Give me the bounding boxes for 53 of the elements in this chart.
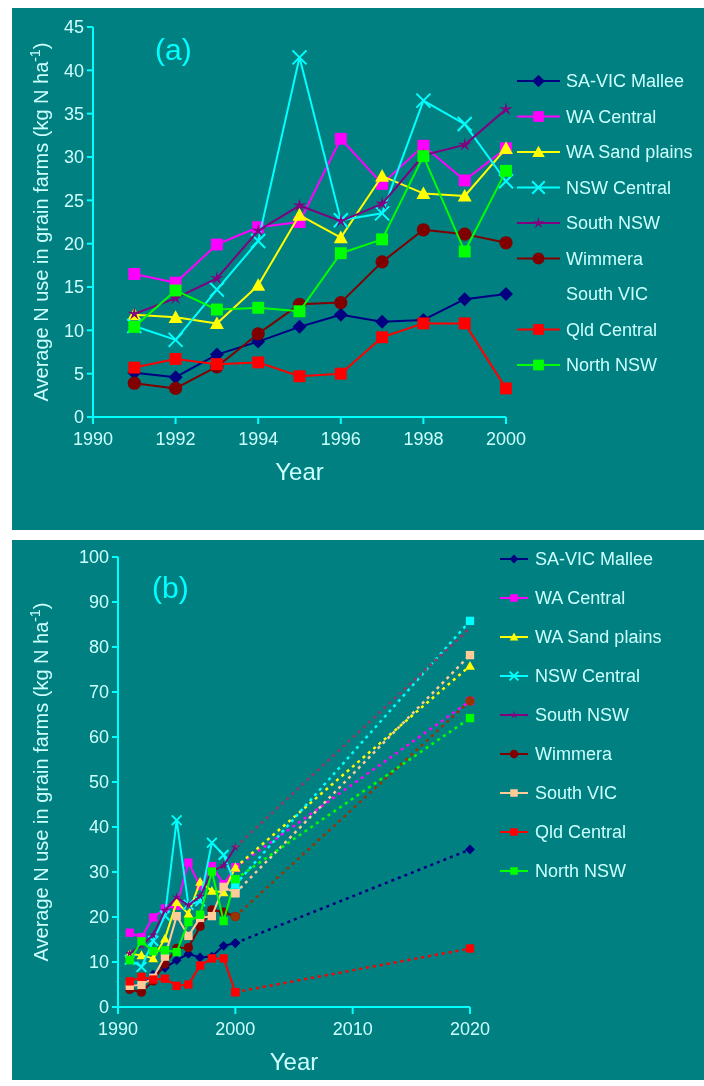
legend-label: South NSW — [535, 705, 630, 726]
y-tick-label: 35 — [63, 103, 84, 124]
x-tick-label: 2020 — [449, 1019, 491, 1039]
y-tick-label: 10 — [63, 320, 84, 341]
annotation: (b) — [152, 571, 189, 604]
text: South VIC — [566, 284, 649, 305]
x-tick-label: 1990 — [97, 1019, 139, 1039]
legend-label: Wimmera — [566, 248, 644, 269]
y-tick-label: 5 — [73, 363, 84, 384]
y-tick-label: 20 — [63, 233, 84, 254]
y-tick-label: 40 — [88, 817, 109, 838]
y-tick-label: 20 — [88, 907, 109, 928]
y-tick-label: 0 — [73, 407, 84, 428]
y-tick-label: 15 — [63, 277, 84, 298]
legend-label: North NSW — [535, 861, 627, 882]
legend-label: Qld Central — [535, 822, 627, 843]
x-tick-label: 1996 — [320, 429, 361, 449]
y-tick-label: 80 — [88, 637, 109, 658]
legend-label: South VIC — [535, 783, 618, 804]
x-tick-label: 1994 — [238, 429, 279, 449]
x-tick-label: 1990 — [72, 429, 114, 449]
x-axis-title: Year — [269, 1048, 319, 1075]
legend-label: WA Sand plains — [535, 627, 662, 648]
legend-label: WA Central — [535, 588, 626, 609]
legend-label: North NSW — [566, 355, 658, 376]
y-tick-label: 90 — [88, 592, 109, 613]
y-tick-label: 10 — [88, 952, 109, 973]
y-tick-label: 0 — [98, 997, 109, 1018]
y-tick-label: 30 — [63, 147, 84, 168]
y-tick-label: 45 — [63, 17, 84, 38]
legend-label: NSW Central — [535, 666, 641, 687]
legend-label: SA-VIC Mallee — [566, 71, 685, 92]
x-axis-title: Year — [275, 458, 324, 485]
legend-label: South NSW — [566, 213, 661, 234]
legend-label: WA Central — [566, 106, 657, 127]
x-tick-label: 2010 — [332, 1019, 373, 1039]
y-tick-label: 100 — [78, 547, 109, 568]
y-tick-label: 30 — [88, 862, 109, 883]
y-tick-label: 25 — [63, 190, 84, 211]
annotation: (a) — [155, 33, 192, 66]
y-tick-label: 70 — [88, 682, 109, 703]
legend-label: SA-VIC Mallee — [535, 549, 654, 570]
y-tick-label: 60 — [88, 727, 109, 748]
legend-label: NSW Central — [566, 177, 672, 198]
x-tick-label: 2000 — [485, 429, 527, 449]
x-tick-label: 2000 — [215, 1019, 256, 1039]
x-tick-label: 1992 — [155, 429, 196, 449]
x-tick-label: 1998 — [403, 429, 444, 449]
legend-label: Qld Central — [566, 319, 658, 340]
y-tick-label: 50 — [88, 772, 109, 793]
legend-label: Wimmera — [535, 744, 613, 765]
legend-label: WA Sand plains — [566, 142, 693, 163]
y-tick-label: 40 — [63, 60, 84, 81]
